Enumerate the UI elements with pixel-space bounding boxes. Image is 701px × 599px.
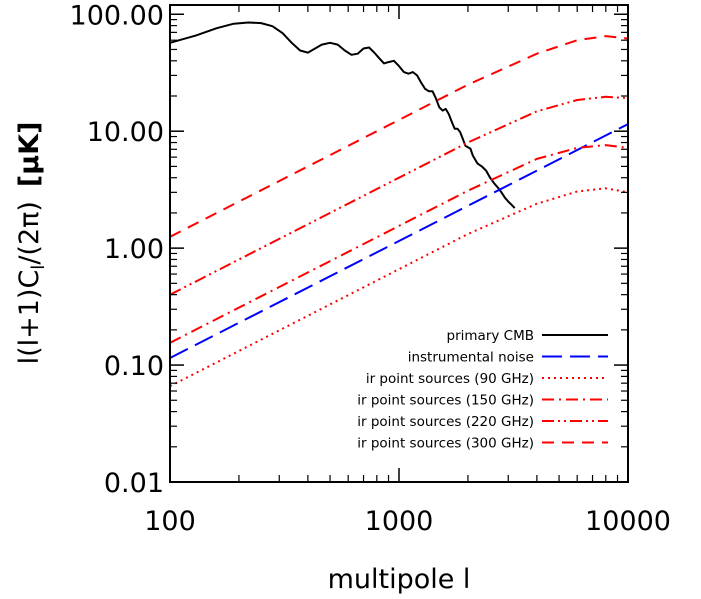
y-axis-title: l(l+1)Cl/(2π) [μK] <box>14 122 49 365</box>
y-tick-label: 1.00 <box>104 234 164 265</box>
legend-label-ir-point-sources-300-ghz: ir point sources (300 GHz) <box>357 436 534 452</box>
y-axis-title-subscript: l <box>28 265 49 270</box>
x-tick-label: 10000 <box>585 506 671 537</box>
series-layer <box>169 21 629 388</box>
y-tick-label: 0.10 <box>104 351 164 382</box>
x-tick-label: 1000 <box>365 506 434 537</box>
y-axis-title-tail: /(2π) <box>14 201 45 265</box>
legend-label-ir-point-sources-90-ghz: ir point sources (90 GHz) <box>366 371 534 387</box>
series-line-primary-cmb <box>169 21 516 209</box>
y-axis-title-main: l(l+1)C <box>14 270 45 365</box>
legend-label-ir-point-sources-150-ghz: ir point sources (150 GHz) <box>357 393 534 409</box>
series-line-ir-point-sources-300-ghz <box>169 35 629 238</box>
y-axis-title-unit: [μK] <box>14 122 45 187</box>
y-tick-label: 100.00 <box>70 0 164 31</box>
legend-label-primary-cmb: primary CMB <box>447 328 534 344</box>
legend-label-ir-point-sources-220-ghz: ir point sources (220 GHz) <box>357 414 534 430</box>
legend-label-instrumental-noise: instrumental noise <box>408 350 534 366</box>
legend: primary CMB instrumental noise ir point so… <box>357 328 608 452</box>
series-line-instrumental-noise <box>169 123 629 359</box>
tick-labels-layer: 100 1000 10000 0.01 0.10 1.00 10.00 100.00 <box>70 0 671 537</box>
ticks-layer <box>169 5 629 483</box>
x-tick-label: 100 <box>144 506 196 537</box>
series-line-ir-point-sources-220-ghz <box>169 95 629 296</box>
y-tick-label: 10.00 <box>87 117 164 148</box>
x-axis-title: multipole l <box>328 564 471 595</box>
y-tick-label: 0.01 <box>104 468 164 499</box>
